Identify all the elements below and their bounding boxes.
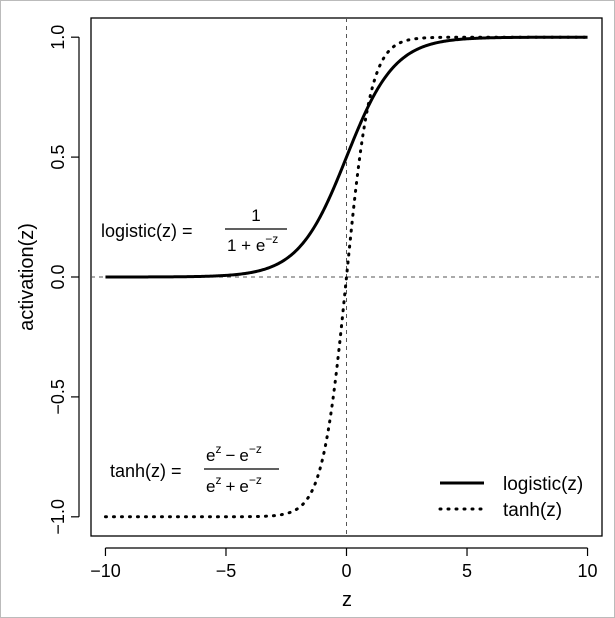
x-tick-label: −10: [90, 561, 121, 581]
series-tanh-line: [103, 35, 590, 519]
x-tick-label: 0: [341, 561, 351, 581]
y-tick-label: −0.5: [48, 379, 68, 415]
logistic-denominator-exp: −z: [265, 232, 278, 246]
y-tick-label: −1.0: [48, 499, 68, 535]
legend: logistic(z) tanh(z): [438, 474, 583, 521]
logistic-formula-lhs: logistic(z) =: [101, 221, 193, 241]
tanh-formula-lhs: tanh(z) =: [110, 461, 182, 481]
x-tick-label: 5: [462, 561, 472, 581]
y-tick-label: 0.5: [48, 145, 68, 170]
legend-label-logistic: logistic(z): [503, 474, 583, 495]
logistic-formula: logistic(z) = 1 1 + e−z: [101, 206, 287, 255]
series-logistic-line: [105, 35, 588, 279]
logistic-formula-denominator: 1 + e−z: [227, 232, 278, 255]
x-tick-label: 10: [578, 561, 598, 581]
tanh-formula-numerator: ez − e−z: [206, 442, 262, 465]
x-axis: −10 −5 0 5 10: [90, 547, 598, 581]
logistic-formula-numerator: 1: [251, 206, 260, 225]
x-axis-title: z: [342, 589, 352, 611]
y-axis-title: activation(z): [16, 223, 38, 331]
logistic-denominator-base: 1 + e: [227, 236, 265, 255]
tanh-formula: tanh(z) = ez − e−z ez + e−z: [110, 442, 279, 496]
legend-label-tanh: tanh(z): [503, 500, 562, 521]
y-tick-label: 1.0: [48, 25, 68, 50]
x-tick-label: −5: [216, 561, 237, 581]
tanh-formula-denominator: ez + e−z: [206, 473, 262, 496]
y-tick-label: 0.0: [48, 264, 68, 289]
y-axis: −1.0 −0.5 0.0 0.5 1.0: [48, 25, 80, 535]
